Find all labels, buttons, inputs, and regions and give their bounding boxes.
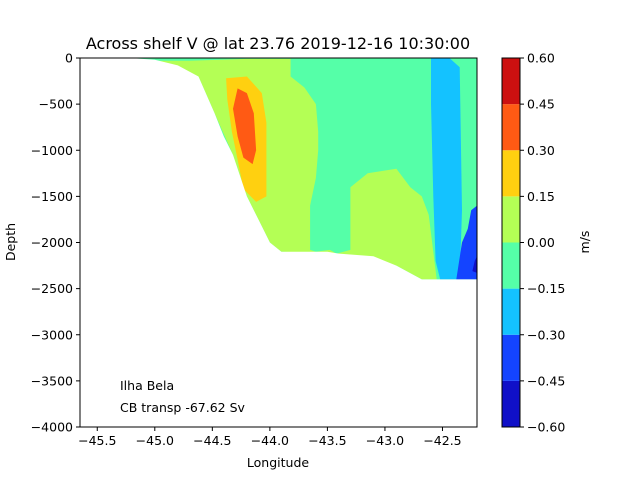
contour-band-2: [233, 88, 257, 165]
x-tick-label: −45.0: [136, 433, 174, 448]
x-tick-label: −42.5: [423, 433, 461, 448]
y-axis-label: Depth: [3, 223, 18, 261]
x-tick-label: −44.0: [251, 433, 289, 448]
y-axis: 0 −500 −1000 −1500 −2000 −2500 −3000 −3500 −4000: [31, 51, 80, 435]
x-axis-label: Longitude: [247, 455, 309, 470]
x-tick-label: −45.5: [78, 433, 116, 448]
plot-area: [79, 57, 478, 428]
chart-title: Across shelf V @ lat 23.76 2019-12-16 10…: [86, 34, 470, 53]
colorbar-segment: [502, 334, 520, 381]
contour-band-0: [129, 58, 437, 280]
x-tick-label: −43.0: [366, 433, 404, 448]
colorbar-label: m/s: [577, 231, 592, 254]
colorbar-segment: [502, 58, 520, 105]
colorbar-segment: [502, 242, 520, 289]
contour-band-4: [456, 205, 477, 280]
colorbar-segment: [502, 380, 520, 427]
y-tick-label: 0: [65, 51, 73, 66]
colorbar-tick-label: 0.15: [527, 189, 555, 204]
colorbar-tick-label: 0.30: [527, 143, 555, 158]
transport-annotation: CB transp -67.62 Sv: [120, 400, 246, 415]
colorbar-tick-label: −0.45: [527, 373, 565, 388]
colorbar-tick-label: 0.60: [527, 51, 555, 66]
colorbar-segment: [502, 196, 520, 243]
colorbar: −0.60 −0.45 −0.30 −0.15 0.00 0.15 0.30 0.45 0.60: [501, 51, 565, 435]
colorbar-segment: [502, 288, 520, 335]
colorbar-tick-label: 0.00: [527, 235, 555, 250]
contour-band-5: [472, 256, 477, 273]
colorbar-segment: [502, 104, 520, 151]
y-tick-label: −3000: [31, 327, 73, 342]
x-axis: −45.5 −45.0 −44.5 −44.0 −43.5 −43.0 −42.5: [78, 427, 462, 448]
location-annotation: Ilha Bela: [120, 378, 174, 393]
colorbar-tick-label: −0.15: [527, 281, 565, 296]
colorbar-tick-label: −0.30: [527, 327, 565, 342]
y-tick-label: −3500: [31, 373, 73, 388]
y-tick-label: −4000: [31, 420, 73, 435]
colorbar-segment: [502, 150, 520, 197]
y-tick-label: −1000: [31, 143, 73, 158]
y-tick-label: −2500: [31, 281, 73, 296]
seafloor-mask: [80, 58, 477, 427]
x-tick-label: −44.5: [193, 433, 231, 448]
y-tick-label: −500: [39, 97, 73, 112]
colorbar-tick-label: −0.60: [527, 420, 565, 435]
y-tick-label: −2000: [31, 235, 73, 250]
colorbar-tick-label: 0.45: [527, 97, 555, 112]
contour-band-3: [431, 58, 462, 280]
y-tick-label: −1500: [31, 189, 73, 204]
x-tick-label: −43.5: [308, 433, 346, 448]
